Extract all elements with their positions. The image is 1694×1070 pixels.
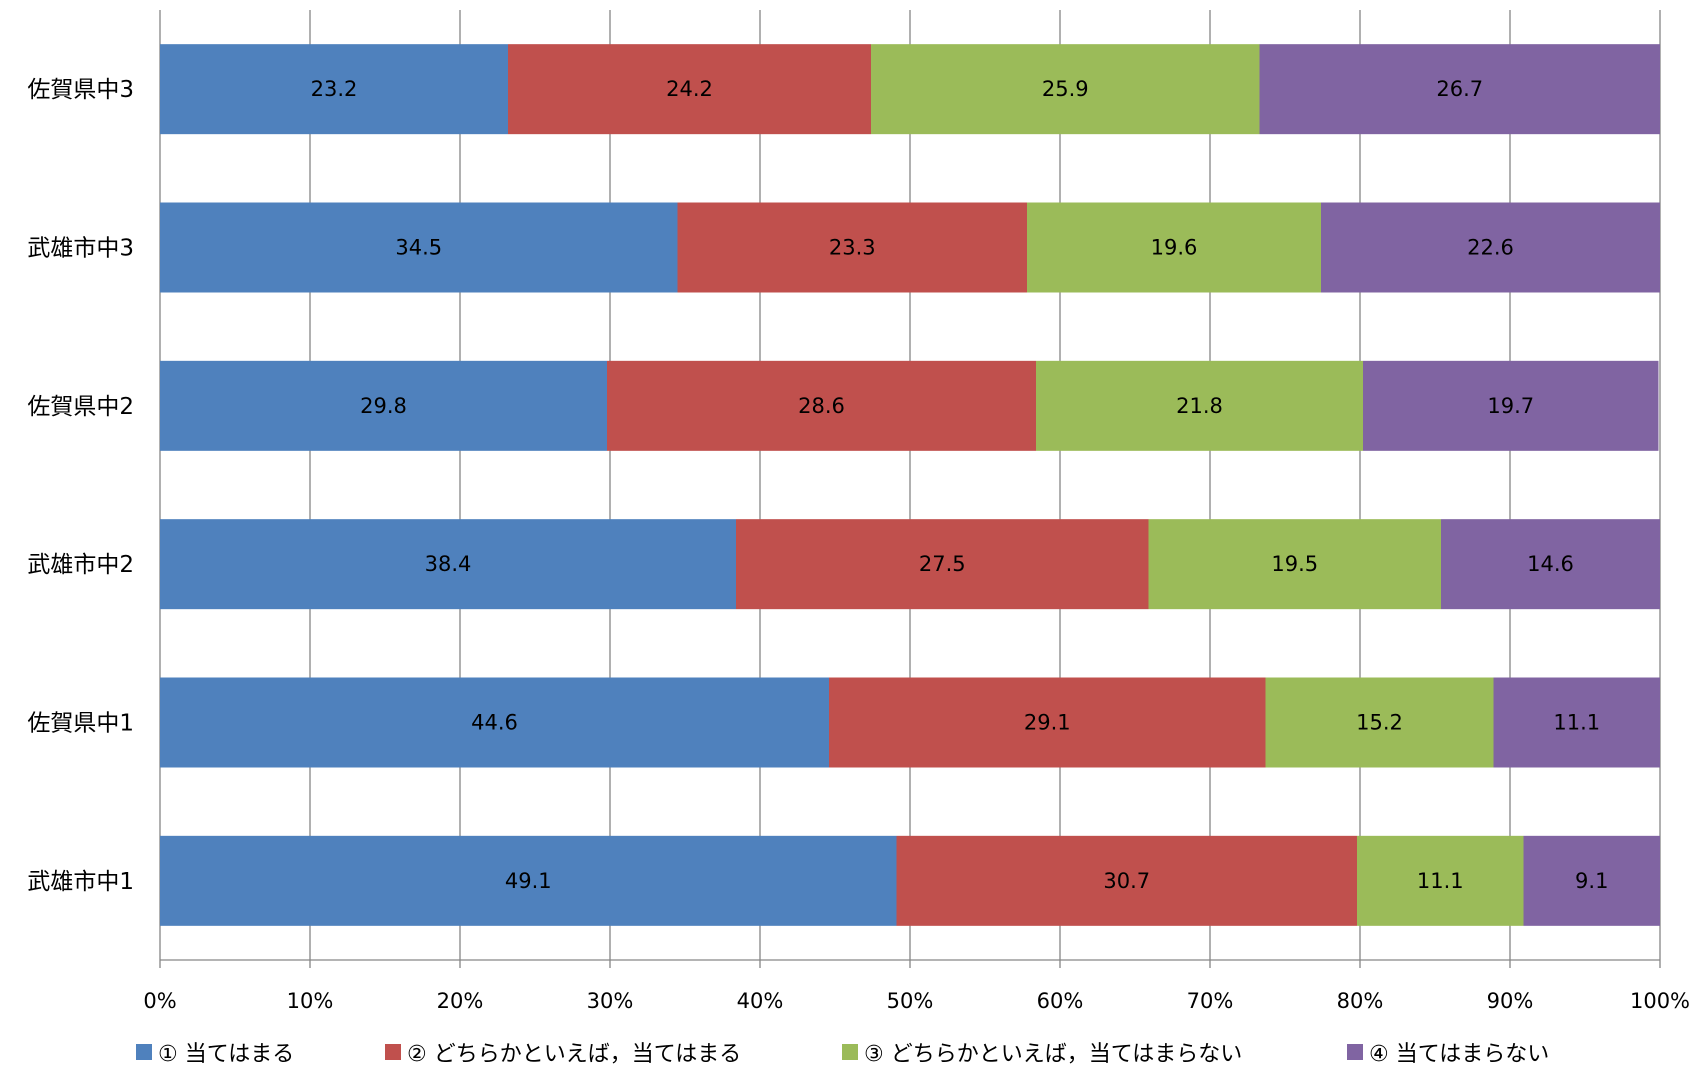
bar-segment <box>1321 202 1660 293</box>
bar-segment <box>1493 677 1660 768</box>
bar-segment <box>1259 44 1660 135</box>
data-label: 27.5 <box>919 552 966 576</box>
category-label: 佐賀県中2 <box>27 394 134 420</box>
category-label: 武雄市中1 <box>27 869 134 895</box>
data-label: 49.1 <box>505 869 552 893</box>
x-tick-label: 90% <box>1487 989 1534 1013</box>
data-label: 11.1 <box>1553 711 1600 735</box>
bar-segment <box>160 360 607 451</box>
bar-segment <box>160 519 736 610</box>
category-label: 佐賀県中1 <box>27 711 134 737</box>
bar-segment <box>160 835 897 926</box>
data-label: 23.2 <box>311 77 358 101</box>
category-label: 佐賀県中3 <box>27 77 134 103</box>
category-label: 武雄市中2 <box>27 552 134 578</box>
legend: ① 当てはまる ② どちらかといえば，当てはまる ③ どちらかといえば，当てはま… <box>0 1034 1694 1070</box>
data-label: 9.1 <box>1575 869 1608 893</box>
data-label: 29.1 <box>1024 711 1071 735</box>
legend-item-4: ④ 当てはまらない <box>1347 1034 1549 1070</box>
legend-item-3: ③ どちらかといえば，当てはまらない <box>842 1034 1242 1070</box>
legend-item-1: ① 当てはまる <box>136 1034 294 1070</box>
legend-swatch-3 <box>842 1044 858 1060</box>
data-label: 15.2 <box>1356 711 1403 735</box>
x-tick-label: 70% <box>1187 989 1234 1013</box>
bar-segment <box>1357 835 1524 926</box>
x-tick-label: 0% <box>143 989 176 1013</box>
data-label: 19.7 <box>1487 394 1534 418</box>
bar-segment <box>1363 360 1659 451</box>
bar-segment <box>508 44 871 135</box>
legend-label-2: ② どちらかといえば，当てはまる <box>407 1042 742 1067</box>
data-label: 26.7 <box>1436 77 1483 101</box>
bar-segment <box>871 44 1260 135</box>
category-label: 武雄市中3 <box>27 236 134 262</box>
legend-label-1: ① 当てはまる <box>158 1042 295 1067</box>
data-label: 34.5 <box>395 236 442 260</box>
bar-segment <box>160 677 829 768</box>
bar-segment <box>896 835 1357 926</box>
data-label: 28.6 <box>798 394 845 418</box>
legend-swatch-2 <box>385 1044 401 1060</box>
data-label: 29.8 <box>360 394 407 418</box>
x-tick-label: 60% <box>1037 989 1084 1013</box>
data-label: 38.4 <box>425 552 472 576</box>
bar-segment <box>1036 360 1363 451</box>
data-label: 22.6 <box>1467 236 1514 260</box>
legend-item-2: ② どちらかといえば，当てはまる <box>385 1034 741 1070</box>
data-label: 14.6 <box>1527 552 1574 576</box>
data-label: 44.6 <box>471 711 518 735</box>
bar-segment <box>736 519 1149 610</box>
x-tick-label: 10% <box>287 989 334 1013</box>
x-tick-label: 30% <box>587 989 634 1013</box>
bar-segment <box>677 202 1027 293</box>
bar-segment <box>160 202 678 293</box>
data-label: 19.5 <box>1271 552 1318 576</box>
bar-segment <box>1441 519 1660 610</box>
data-label: 21.8 <box>1176 394 1223 418</box>
legend-swatch-1 <box>136 1044 152 1060</box>
bar-segment <box>1523 835 1660 926</box>
x-tick-label: 40% <box>737 989 784 1013</box>
data-label: 19.6 <box>1151 236 1198 260</box>
x-tick-label: 50% <box>887 989 934 1013</box>
x-tick-label: 100% <box>1630 989 1690 1013</box>
x-tick-label: 80% <box>1337 989 1384 1013</box>
legend-label-3: ③ どちらかといえば，当てはまらない <box>864 1042 1243 1067</box>
legend-swatch-4 <box>1347 1044 1363 1060</box>
bar-segment <box>607 360 1036 451</box>
data-label: 30.7 <box>1103 869 1150 893</box>
data-label: 11.1 <box>1417 869 1464 893</box>
bar-segment <box>1148 519 1441 610</box>
x-tick-label: 20% <box>437 989 484 1013</box>
bar-segment <box>1265 677 1494 768</box>
bar-segment <box>829 677 1266 768</box>
data-label: 23.3 <box>829 236 876 260</box>
bar-segment <box>160 44 508 135</box>
data-label: 24.2 <box>666 77 713 101</box>
data-label: 25.9 <box>1042 77 1089 101</box>
legend-label-4: ④ 当てはまらない <box>1369 1042 1550 1067</box>
bar-segment <box>1027 202 1321 293</box>
